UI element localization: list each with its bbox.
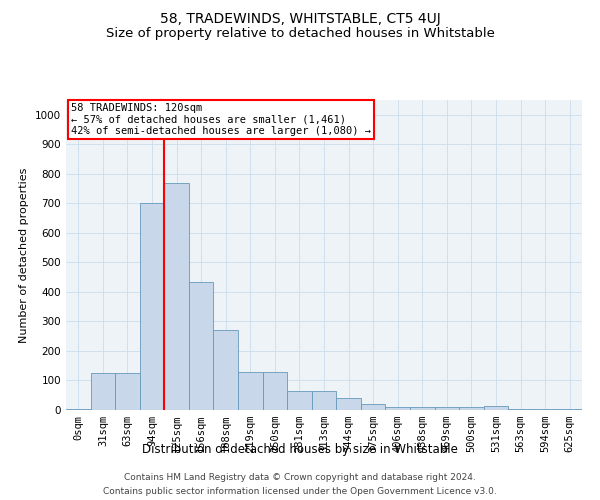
Bar [189, 282, 214, 410]
Bar [533, 408, 557, 410]
Bar [164, 182, 189, 410]
Text: 58, TRADEWINDS, WHITSTABLE, CT5 4UJ: 58, TRADEWINDS, WHITSTABLE, CT5 4UJ [160, 12, 440, 26]
Bar [410, 407, 434, 410]
Y-axis label: Number of detached properties: Number of detached properties [19, 168, 29, 342]
Bar [263, 372, 287, 410]
Bar [287, 391, 312, 410]
Bar [385, 407, 410, 410]
Bar [312, 391, 336, 410]
Bar [214, 330, 238, 410]
Bar [557, 408, 582, 410]
Text: Contains public sector information licensed under the Open Government Licence v3: Contains public sector information licen… [103, 488, 497, 496]
Text: Contains HM Land Registry data © Crown copyright and database right 2024.: Contains HM Land Registry data © Crown c… [124, 472, 476, 482]
Bar [115, 373, 140, 410]
Bar [459, 407, 484, 410]
Bar [434, 407, 459, 410]
Bar [336, 398, 361, 410]
Bar [508, 408, 533, 410]
Text: Distribution of detached houses by size in Whitstable: Distribution of detached houses by size … [142, 442, 458, 456]
Bar [361, 404, 385, 410]
Bar [66, 408, 91, 410]
Text: 58 TRADEWINDS: 120sqm
← 57% of detached houses are smaller (1,461)
42% of semi-d: 58 TRADEWINDS: 120sqm ← 57% of detached … [71, 103, 371, 136]
Bar [140, 204, 164, 410]
Bar [238, 372, 263, 410]
Bar [91, 373, 115, 410]
Bar [484, 406, 508, 410]
Text: Size of property relative to detached houses in Whitstable: Size of property relative to detached ho… [106, 28, 494, 40]
